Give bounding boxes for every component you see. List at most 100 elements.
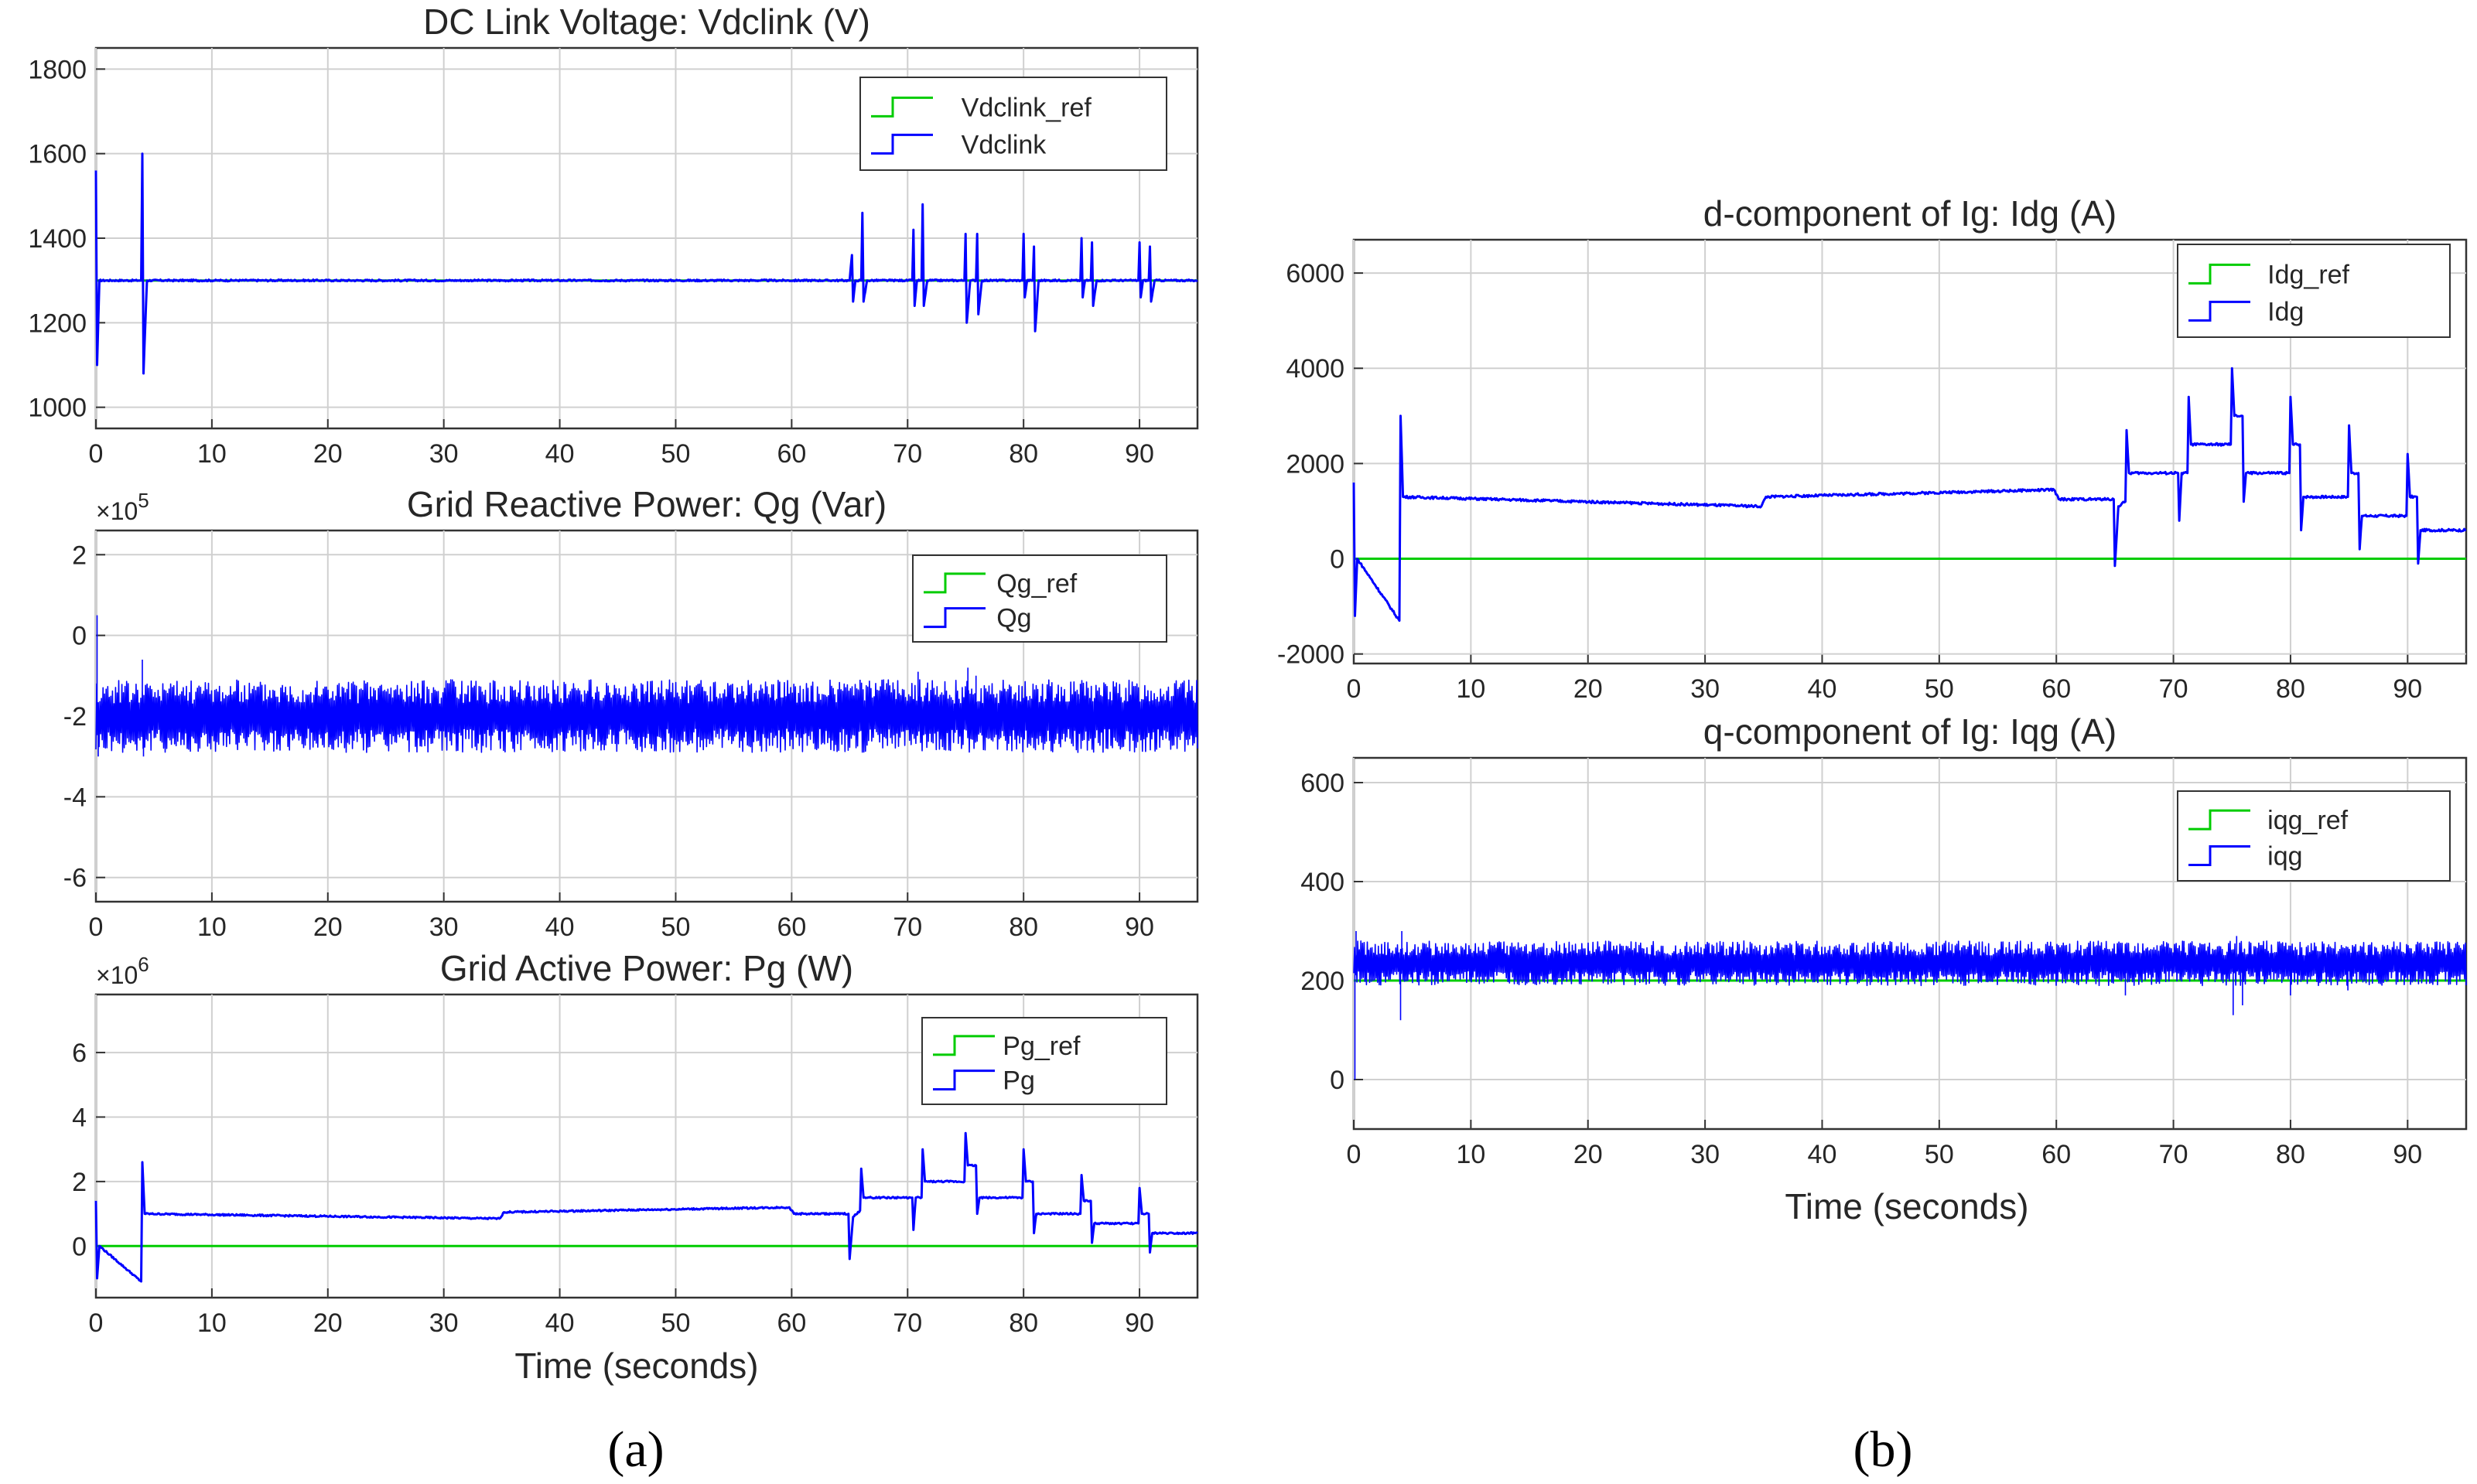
x-tick-label: 10 [197,1308,227,1338]
legend-entry: Qg_ref [996,569,1077,599]
legend-box [2177,244,2451,338]
legend-entry: Qg [996,604,1031,633]
y-tick-label: 2 [72,1168,87,1197]
x-tick-label: 50 [1925,1140,1954,1169]
legend-step-icon [871,96,933,118]
x-tick-label: 90 [1125,439,1154,469]
x-tick-label: 20 [313,1308,343,1338]
x-tick-label: 30 [1690,674,1720,704]
y-tick-label: 2000 [1286,449,1344,479]
x-tick-label: 70 [2159,1140,2188,1169]
caption-b: (b) [1853,1421,1913,1478]
chart-title: DC Link Voltage: Vdclink (V) [423,2,870,42]
x-tick-label: 40 [545,913,575,942]
x-tick-label: 90 [2393,674,2422,704]
y-tick-label: 6000 [1286,259,1344,288]
x-tick-label: 0 [1347,1140,1361,1169]
x-tick-label: 50 [661,913,691,942]
chart-title: Grid Reactive Power: Qg (Var) [407,484,887,524]
x-tick-label: 50 [1925,674,1954,704]
x-tick-label: 70 [893,913,922,942]
x-tick-label: 70 [2159,674,2188,704]
legend-entry: iqg_ref [2267,806,2349,835]
x-tick-label: 90 [1125,913,1154,942]
x-tick-label: 10 [197,439,227,469]
x-tick-label: 0 [89,913,104,942]
series-iqg [1353,931,2467,1080]
x-tick-label: 80 [1009,1308,1038,1338]
legend-entry: iqg [2267,842,2302,872]
chart-vdc: 0 10 20 30 40 50 60 70 80 90 1000 1200 1400 1600 1800 D… [28,2,1199,469]
x-axis-label-left: Time (seconds) [514,1346,758,1386]
chart-title: d-component of Ig: Idg (A) [1703,193,2117,234]
x-tick-label: 60 [777,913,806,942]
x-tick-label: 40 [545,439,575,469]
x-tick-label: 90 [1125,1308,1154,1338]
x-tick-label: 80 [1009,913,1038,942]
legend-box [912,554,1167,643]
legend-step-icon [2188,845,2250,867]
x-tick-label: 30 [1690,1140,1720,1169]
x-tick-label: 60 [777,439,806,469]
x-tick-label: 10 [1456,674,1485,704]
y-tick-label: 1400 [28,224,87,254]
x-tick-label: 60 [2041,1140,2071,1169]
x-tick-label: 70 [893,1308,922,1338]
x-tick-label: 70 [893,439,922,469]
y-tick-label: 0 [1330,1066,1344,1095]
legend-entry: Vdclink_ref [962,93,1092,122]
x-tick-label: 50 [661,439,691,469]
x-tick-label: 80 [1009,439,1038,469]
x-tick-label: 10 [197,913,227,942]
legend-step-icon [2188,263,2250,285]
legend-step-icon [871,133,933,155]
legend-entry: Idg_ref [2267,260,2349,289]
x-tick-label: 90 [2393,1140,2422,1169]
legend-step-icon [933,1070,995,1091]
y-tick-label: 6 [72,1039,87,1068]
x-axis-label-right: Time (seconds) [1785,1186,2028,1226]
y-tick-label: 0 [1330,545,1344,575]
legend-box [2177,790,2451,882]
chart-qg: 0 10 20 30 40 50 60 70 80 90 -6 -4 -2 0 2 Grid Reactive… [63,484,1199,942]
chart-iqg: 0 10 20 30 40 50 60 70 80 90 0 200 400 600 q-component… [1300,711,2468,1169]
x-tick-label: 20 [313,913,343,942]
legend-step-icon [933,1035,995,1056]
chart-title: q-component of Ig: Iqg (A) [1703,711,2117,752]
chart-idg: 0 10 20 30 40 50 60 70 80 90-20000200040006000d-c… [1277,193,2468,704]
y-tick-label: 1000 [28,394,87,423]
y-tick-label: 1800 [28,55,87,84]
caption-a: (a) [607,1421,664,1478]
x-tick-label: 20 [1573,1140,1603,1169]
x-tick-label: 60 [777,1308,806,1338]
x-tick-label: 40 [1808,1140,1837,1169]
axis-exponent: ×106 [96,953,149,989]
y-tick-label: 4000 [1286,354,1344,384]
x-tick-label: 0 [89,439,104,469]
legend: Qg_ref Qg [912,554,1167,643]
legend: Pg_ref Pg [921,1017,1167,1105]
legend-entry: Idg [2267,297,2304,326]
x-tick-label: 30 [429,439,459,469]
y-tick-label: 1600 [28,140,87,169]
x-tick-label: 0 [1347,674,1361,704]
x-tick-label: 20 [313,439,343,469]
legend-entry: Vdclink [962,130,1047,159]
x-tick-label: 30 [429,913,459,942]
y-tick-label: 600 [1300,769,1344,798]
y-tick-label: 0 [72,1232,87,1261]
y-tick-label: -2000 [1277,640,1344,670]
x-tick-label: 80 [2276,674,2305,704]
y-tick-label: 400 [1300,868,1344,897]
chart-pg: 0 10 20 30 40 50 60 70 80 90 0 2 4 6 Grid Active Power… [72,948,1199,1338]
x-tick-label: 20 [1573,674,1603,704]
y-tick-label: 0 [72,622,87,651]
x-tick-label: 50 [661,1308,691,1338]
x-tick-label: 0 [89,1308,104,1338]
series-vdclink [94,152,1198,375]
y-tick-label: -4 [63,783,87,812]
legend-step-icon [2188,809,2250,831]
y-tick-label: -2 [63,702,87,732]
